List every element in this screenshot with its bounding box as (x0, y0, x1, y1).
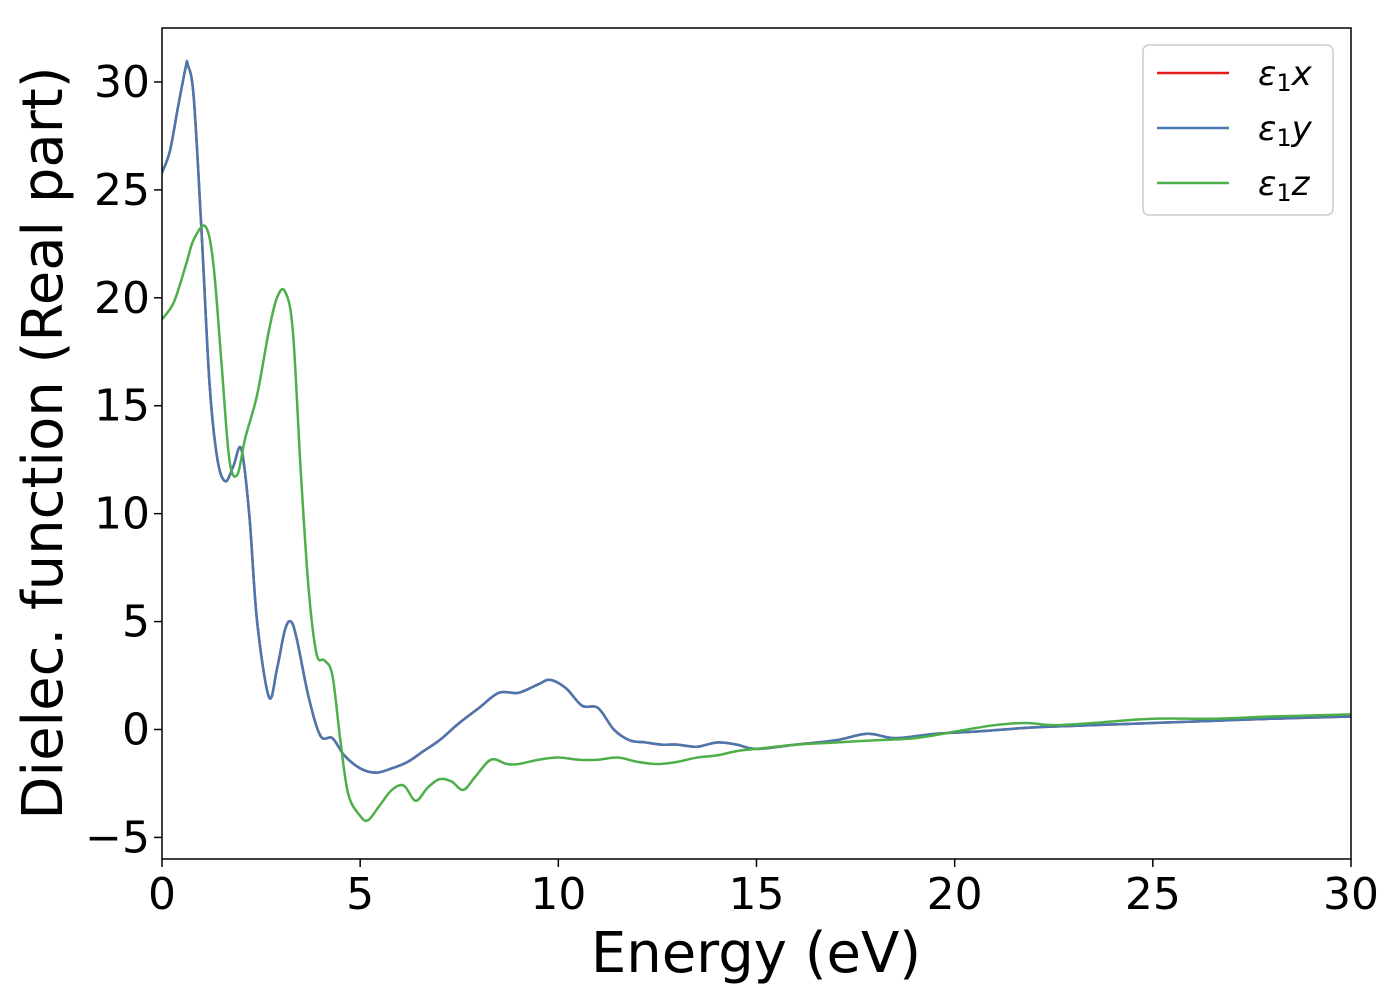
x-tick-label: 30 (1323, 869, 1379, 920)
x-tick-label: 20 (927, 869, 983, 920)
y-tick-label: −5 (85, 812, 150, 863)
x-tick-label: 5 (346, 869, 374, 920)
y-tick-label: 10 (94, 489, 150, 540)
y-tick-label: 20 (94, 273, 150, 324)
y-tick-label: 15 (94, 381, 150, 432)
y-axis-label: Dielec. function (Real part) (11, 66, 76, 819)
x-tick-label: 10 (530, 869, 586, 920)
x-axis: 0 5 10 15 20 25 30 (148, 859, 1379, 920)
y-tick-label: 30 (94, 57, 150, 108)
series-line-y (162, 59, 1351, 774)
series-line-z (162, 224, 1351, 823)
x-axis-label: Energy (eV) (591, 921, 921, 986)
y-axis: −5 0 5 10 15 20 25 30 (85, 57, 162, 863)
y-tick-label: 5 (122, 597, 150, 648)
x-tick-label: 0 (148, 869, 176, 920)
y-tick-label: 0 (122, 704, 150, 755)
x-tick-label: 15 (729, 869, 785, 920)
x-tick-label: 25 (1125, 869, 1181, 920)
legend-label-y: ε1y (1258, 109, 1313, 152)
legend-frame (1142, 44, 1334, 216)
series-layer (162, 59, 1351, 823)
legend-label-z: ε1z (1258, 164, 1311, 207)
legend: ε1x ε1y ε1z (1142, 44, 1334, 216)
legend-label-x: ε1x (1258, 54, 1313, 97)
y-tick-label: 25 (94, 165, 150, 216)
